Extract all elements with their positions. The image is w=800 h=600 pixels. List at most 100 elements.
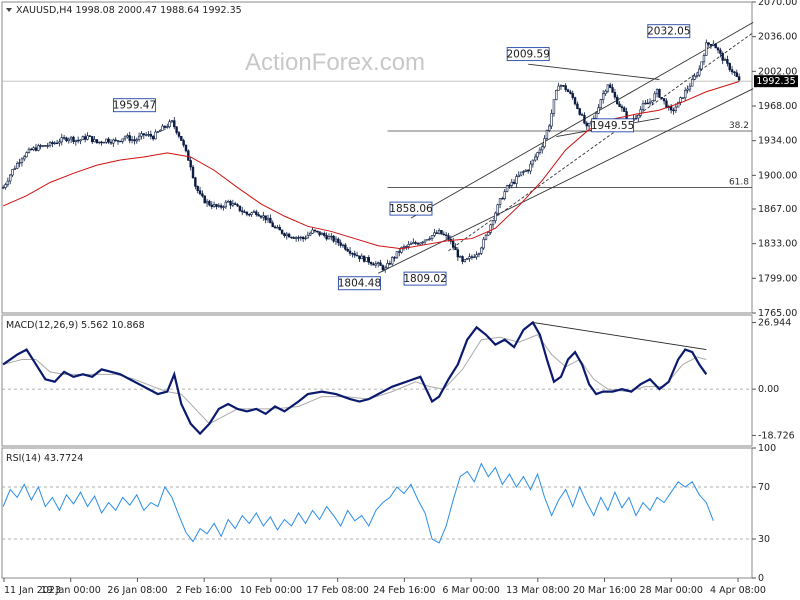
candle-body — [98, 141, 101, 144]
candle-body — [222, 206, 225, 208]
candle-body — [700, 61, 703, 70]
candle-body — [414, 242, 417, 244]
candle-body — [548, 125, 551, 131]
candle-body — [569, 91, 572, 94]
candle-body — [299, 236, 303, 239]
candle-body — [86, 135, 89, 140]
candle-body — [133, 139, 136, 142]
candle-body — [198, 190, 202, 195]
candle-body — [39, 145, 42, 147]
price-annotation-label: 2032.05 — [647, 26, 690, 38]
candle-body — [114, 139, 117, 142]
candle-body — [531, 159, 535, 165]
candle-body — [555, 90, 558, 101]
candle-body — [55, 142, 59, 145]
candle-body — [4, 184, 7, 188]
candle-body — [341, 244, 345, 247]
candle-body — [395, 251, 399, 258]
candle-body — [503, 191, 506, 199]
candle-body — [606, 84, 610, 92]
candle-body — [728, 63, 731, 71]
candle-body — [623, 107, 626, 112]
candle-body — [156, 131, 160, 133]
x-tick-label: 24 Feb 16:00 — [373, 585, 435, 596]
candle-body — [339, 242, 342, 246]
candle-body — [348, 250, 352, 254]
candle-body — [271, 222, 274, 228]
candle-body — [362, 255, 366, 262]
trendline — [377, 88, 754, 274]
candle-body — [330, 235, 333, 238]
candle-body — [266, 217, 270, 221]
candle-body — [62, 137, 66, 139]
candle-body — [498, 198, 502, 206]
candle-body — [327, 236, 331, 240]
candle-body — [459, 256, 462, 258]
candle-body — [161, 125, 164, 131]
candle-body — [400, 247, 403, 253]
x-tick-label: 26 Jan 08:00 — [107, 585, 167, 596]
candle-body — [524, 169, 528, 172]
candle-body — [442, 233, 445, 236]
macd-title: MACD(12,26,9) 5.562 10.868 — [6, 320, 145, 331]
candle-body — [477, 253, 481, 256]
candle-body — [84, 136, 87, 140]
macd-line — [2, 320, 708, 436]
price-y-tick-label: 1799.00 — [758, 273, 797, 284]
candle-body — [76, 139, 80, 142]
candle-body — [248, 213, 251, 216]
candle-body — [634, 117, 638, 120]
candle-body — [473, 256, 476, 259]
candle-body — [695, 74, 699, 77]
candle-body — [215, 204, 218, 207]
candle-body — [243, 211, 246, 213]
trendline — [528, 63, 660, 80]
candle-body — [168, 121, 171, 128]
x-tick-label: 19 Jan 00:00 — [41, 585, 101, 596]
candle-body — [388, 263, 392, 265]
candle-body — [597, 107, 600, 114]
candle-body — [287, 233, 291, 238]
candle-body — [81, 136, 85, 141]
candle-body — [25, 152, 28, 158]
candle-body — [135, 139, 138, 142]
candle-body — [355, 254, 359, 257]
candle-body — [301, 236, 305, 240]
candle-body — [601, 93, 605, 100]
candle-body — [67, 138, 70, 142]
current-price-label: 1992.35 — [756, 76, 795, 87]
candle-body — [405, 246, 408, 248]
candle-body — [707, 42, 710, 45]
candle-body — [44, 145, 47, 147]
fib-level-label: 61.8 — [729, 178, 749, 188]
candle-body — [702, 55, 706, 63]
candle-body — [658, 89, 661, 98]
candle-body — [351, 253, 354, 255]
candle-body — [100, 141, 103, 144]
candle-body — [65, 137, 68, 142]
candle-body — [698, 68, 701, 76]
candle-body — [264, 215, 267, 221]
candle-body — [730, 69, 734, 73]
candle-body — [491, 220, 495, 226]
candle-body — [594, 112, 598, 119]
candle-body — [538, 149, 542, 153]
candle-body — [691, 79, 694, 87]
candle-body — [41, 145, 45, 147]
candle-body — [344, 244, 347, 250]
candle-body — [372, 263, 375, 266]
candle-body — [468, 256, 471, 259]
candle-body — [456, 249, 460, 258]
candle-body — [175, 126, 178, 133]
candle-body — [187, 150, 190, 161]
candle-body — [334, 238, 338, 242]
candle-body — [46, 145, 49, 147]
candle-body — [393, 257, 396, 259]
candle-body — [723, 59, 727, 61]
candle-body — [672, 109, 675, 112]
candle-body — [409, 243, 413, 245]
candle-body — [398, 251, 401, 253]
price-annotation-box — [337, 276, 381, 291]
macd-y-tick-label: 0.00 — [758, 384, 779, 395]
